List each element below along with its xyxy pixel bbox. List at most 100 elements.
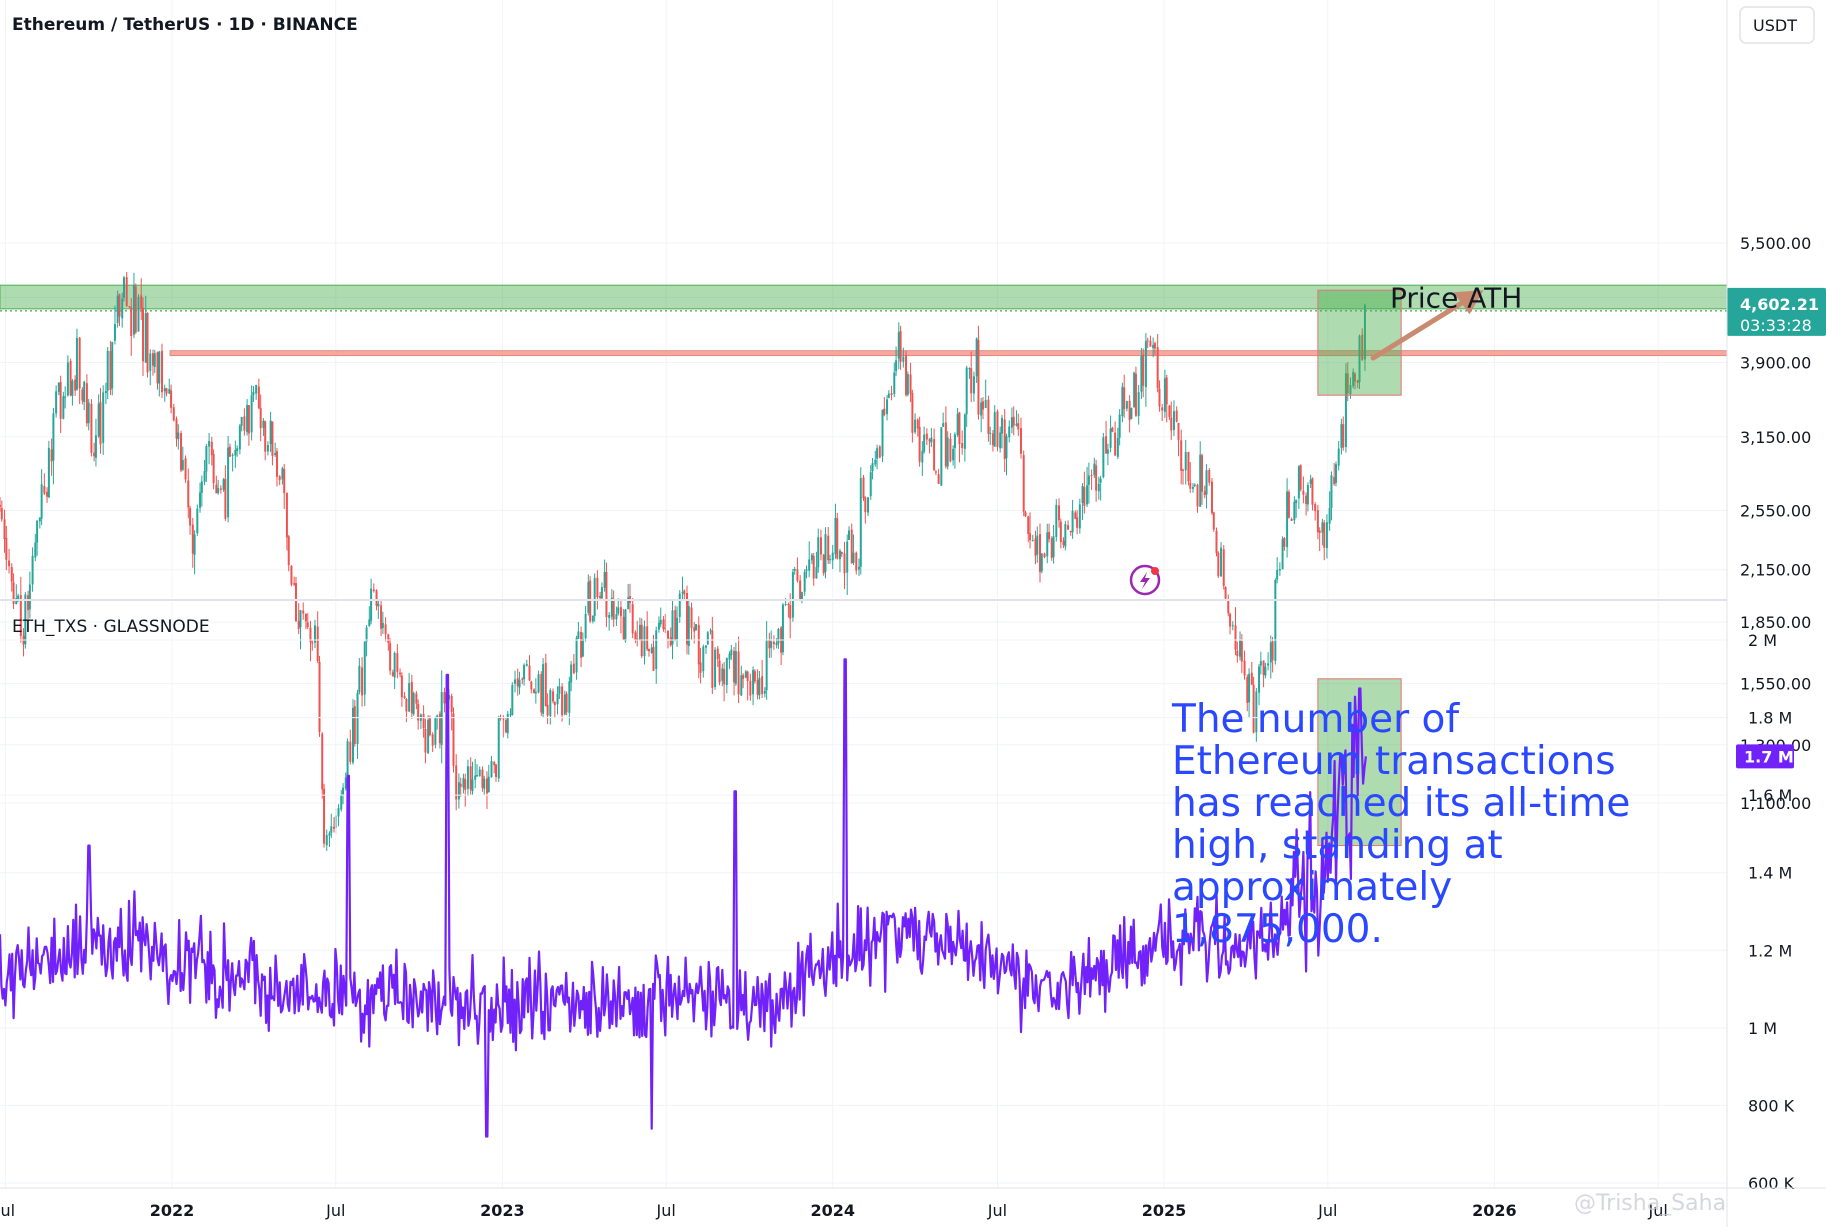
resistance-line[interactable] [169, 350, 1728, 357]
candle-down [596, 577, 599, 598]
candle-up [246, 405, 249, 433]
candle-down [1105, 436, 1108, 454]
candle-down [683, 590, 686, 595]
candle-up [1248, 673, 1251, 703]
candle-down [1058, 505, 1061, 521]
candle-down [43, 486, 46, 494]
candle-up [777, 628, 780, 644]
candle-up [1264, 666, 1267, 676]
candle-up [381, 622, 384, 629]
candle-up [615, 614, 618, 620]
candle-up [810, 554, 813, 561]
candle-up [800, 592, 803, 600]
candle-up [1205, 470, 1208, 495]
candle-down [146, 313, 149, 373]
price-tick-label: 3,150.00 [1740, 428, 1811, 447]
candle-up [1363, 304, 1366, 360]
candle-up [709, 630, 712, 632]
candle-down [69, 360, 72, 396]
candle-up [1152, 344, 1155, 349]
candle-down [19, 595, 22, 637]
candle-up [968, 368, 971, 370]
tx-indicator-title[interactable]: ETH_TXS · GLASSNODE [12, 617, 210, 637]
ath-arrow[interactable] [1370, 290, 1484, 361]
candle-up [886, 399, 889, 415]
candle-down [768, 640, 771, 649]
candle-up [600, 587, 603, 599]
candle-up [144, 313, 147, 363]
candle-down [1215, 530, 1218, 554]
candle-up [965, 367, 968, 415]
candle-down [1067, 525, 1070, 530]
candle-up [714, 649, 717, 687]
candle-up [702, 646, 705, 672]
transactions-pane[interactable]: The number of Ethereum transactions has re… [0, 602, 1727, 1188]
candle-up [199, 492, 202, 508]
price-highlight-box[interactable] [1317, 289, 1402, 396]
candle-up [330, 826, 333, 833]
candle-down [1236, 650, 1239, 657]
currency-button[interactable]: USDT [1739, 6, 1815, 44]
candle-up [490, 761, 493, 778]
price-axis[interactable] [1727, 0, 1826, 1227]
candle-up [57, 382, 60, 392]
candle-down [85, 383, 88, 424]
lightning-icon[interactable] [1129, 564, 1161, 596]
candle-down [128, 306, 131, 308]
tx-annotation-line: Ethereum transactions [1172, 739, 1616, 784]
price-pane[interactable]: Price ATH [0, 0, 1728, 851]
candle-up [671, 610, 674, 645]
candle-up [1306, 485, 1309, 505]
candle-down [264, 421, 267, 452]
candle-up [487, 776, 490, 793]
candle-up [132, 284, 135, 335]
candle-up [252, 391, 255, 396]
candle-up [17, 595, 20, 600]
candle-down [1050, 538, 1053, 558]
candle-up [570, 664, 573, 683]
candle-up [1344, 373, 1347, 448]
candle-down [151, 353, 154, 366]
candle-up [1352, 372, 1355, 387]
candle-down [699, 662, 702, 673]
candle-down [1212, 512, 1215, 530]
candle-down [1271, 641, 1274, 661]
candle-up [1309, 479, 1312, 484]
candle-up [1358, 335, 1361, 383]
candle-down [883, 408, 886, 415]
candle-down [1290, 518, 1293, 521]
candle-down [516, 678, 519, 687]
candle-down [1123, 387, 1126, 410]
candle-down [415, 693, 418, 704]
candle-up [558, 686, 561, 694]
candle-down [749, 680, 752, 696]
candle-up [556, 693, 559, 705]
last-tx-value: 1.7 M [1744, 747, 1794, 766]
tx-annotation[interactable]: The number of Ethereum transactions has re… [1171, 697, 1630, 952]
candle-up [608, 614, 611, 618]
candle-down [90, 403, 93, 453]
candle-up [805, 569, 808, 572]
candle-down [1250, 672, 1253, 685]
candle-up [1140, 355, 1143, 392]
candle-up [238, 425, 241, 450]
candle-down [934, 471, 937, 473]
candle-up [972, 376, 975, 394]
candle-down [59, 381, 62, 419]
candle-up [784, 603, 787, 605]
candle-down [297, 620, 300, 629]
candle-up [177, 432, 180, 440]
symbol-title[interactable]: Ethereum / TetherUS · 1D · BINANCE [12, 15, 358, 35]
candle-down [619, 607, 622, 617]
candle-down [840, 551, 843, 555]
candle-down [1311, 478, 1314, 505]
tx-tick-label: 800 K [1748, 1096, 1795, 1115]
candle-down [1287, 491, 1290, 518]
candle-down [836, 518, 839, 559]
tx-series-line [0, 658, 1367, 1138]
time-axis[interactable]: Jul 2022 Jul 2023 Jul 2024 Jul 2025 Jul 2026 Jul [0, 1187, 1826, 1220]
candle-up [781, 604, 784, 653]
candle-down [812, 555, 815, 579]
candle-up [408, 683, 411, 712]
